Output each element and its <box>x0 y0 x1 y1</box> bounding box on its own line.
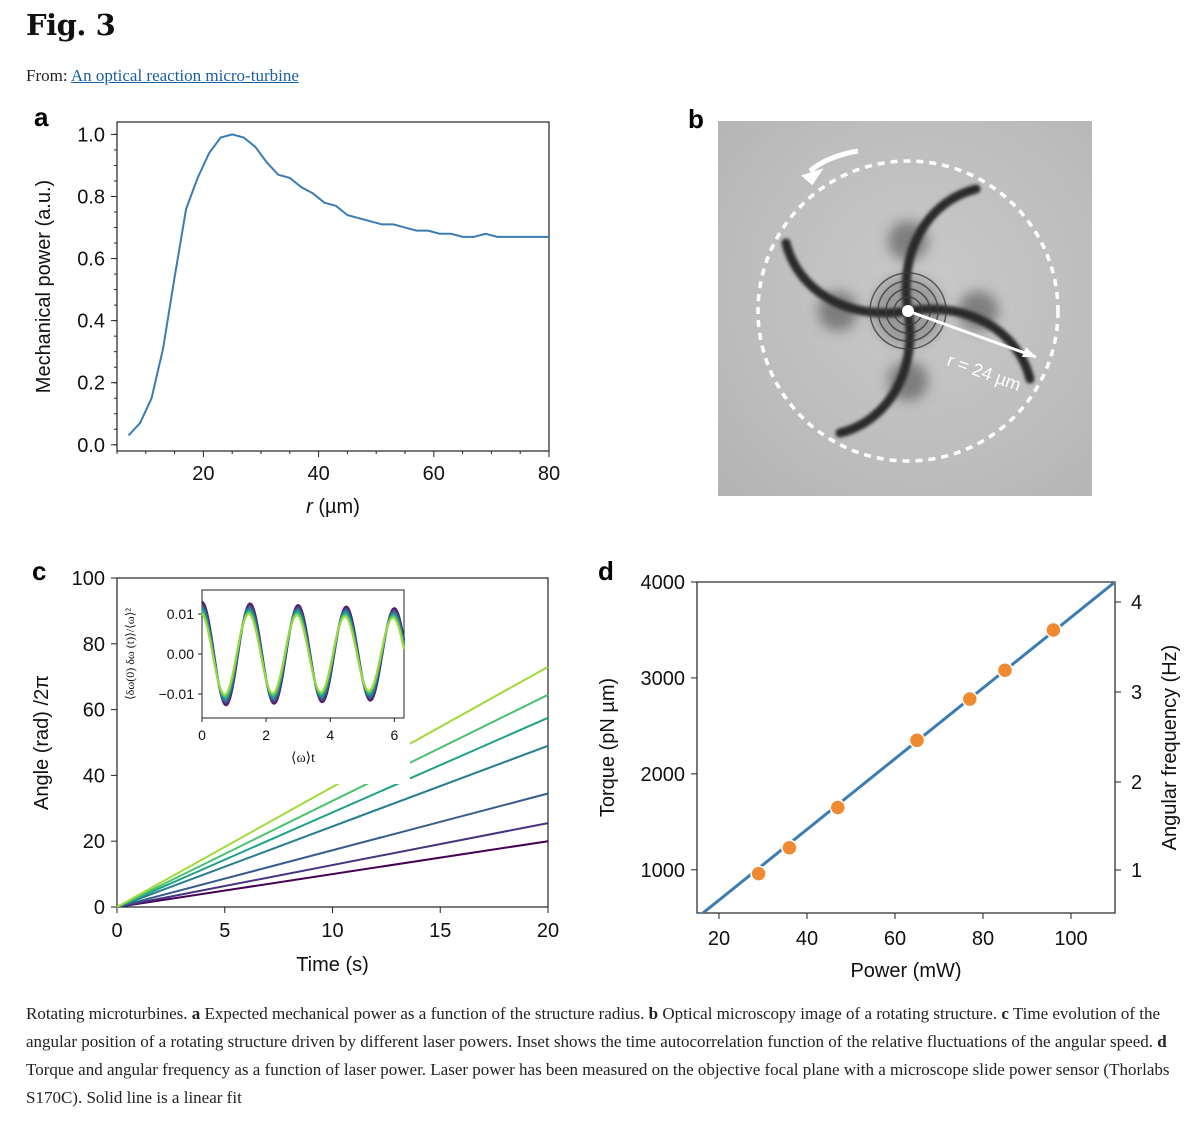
plot-frame <box>116 121 550 452</box>
right-y-tick-label: 2 <box>1131 772 1142 794</box>
caption-b-text: Optical microscopy image of a rotating s… <box>658 1004 1002 1023</box>
inset-x-tick-label: 6 <box>390 727 398 743</box>
x-tick-label: 80 <box>538 463 560 485</box>
x-axis-label-var: r <box>306 496 314 518</box>
linear-fit-line <box>700 582 1115 913</box>
angle-series-line <box>116 744 549 908</box>
x-tick-label: 20 <box>708 928 730 950</box>
right-y-tick-label: 4 <box>1131 592 1142 614</box>
panel-b-label: b <box>688 104 704 134</box>
right-y-axis-label: Angular frequency (Hz) <box>1159 645 1181 851</box>
y-tick-label: 0.2 <box>77 373 105 395</box>
panel-a-label: a <box>34 102 49 132</box>
microscopy-image: r = 24 µm <box>718 121 1092 496</box>
angle-series-line <box>116 716 549 908</box>
inset-y-tick-label: 0.01 <box>167 606 194 622</box>
x-tick-label: 20 <box>537 920 559 942</box>
torque-data-point <box>996 662 1014 679</box>
figure-panels: a b c d 20 40 60 800.00.20.40.60.81.0r (µm)… <box>31 102 1181 982</box>
y-tick-label: 40 <box>83 765 105 787</box>
inset-x-tick-label: 0 <box>198 727 206 743</box>
figure-caption: Rotating microturbines. a Expected mecha… <box>26 1000 1176 1112</box>
y-tick-label: 80 <box>83 634 105 656</box>
y-tick-label: 0.4 <box>77 311 105 333</box>
caption-c-text: Time evolution of the angular position o… <box>26 1004 1161 1051</box>
figure-title: Fig. 3 <box>26 8 116 42</box>
from-line: From: An optical reaction micro-turbine <box>26 66 299 86</box>
caption-intro: Rotating microturbines. <box>26 1004 192 1023</box>
article-link[interactable]: An optical reaction micro-turbine <box>70 66 299 85</box>
x-tick-label: 0 <box>111 920 122 942</box>
x-tick-label: 60 <box>423 463 445 485</box>
x-tick-label: 80 <box>972 928 994 950</box>
y-tick-label: 1000 <box>641 860 686 882</box>
chart-d: 20 40 60 80 100 1000 2000 3000 4000 1 2 3 4 Power (mW… <box>597 572 1181 982</box>
x-axis-label: Time (s) <box>296 954 369 976</box>
caption-a-text: Expected mechanical power as a function … <box>200 1004 649 1023</box>
x-tick-label: 40 <box>307 463 329 485</box>
panel-d-label: d <box>598 556 614 586</box>
x-tick-label: 15 <box>429 920 451 942</box>
inset-autocorrelation-curve <box>201 612 406 696</box>
torque-data-point <box>750 865 767 882</box>
y-tick-label: 3000 <box>641 668 686 690</box>
inset-x-tick-label: 4 <box>326 727 334 743</box>
panel-c-label: c <box>32 556 46 586</box>
inset-y-axis-label: ⟨δω(0) δω (t)⟩/⟨ω⟩² <box>123 608 137 700</box>
caption-d-text: Torque and angular frequency as a functi… <box>26 1060 1170 1107</box>
y-tick-label: 0 <box>94 897 105 919</box>
angle-series-line <box>116 693 549 908</box>
from-prefix: From: <box>26 66 71 85</box>
y-tick-label: 4000 <box>641 572 686 594</box>
caption-b-letter: b <box>648 1004 659 1023</box>
y-tick-label: 0.6 <box>77 249 105 271</box>
inset-x-axis-label: ⟨ω⟩t <box>291 751 315 766</box>
torque-data-point <box>961 690 979 708</box>
x-tick-label: 40 <box>796 928 818 950</box>
angle-series-line <box>116 840 549 908</box>
power-curve <box>127 133 549 437</box>
x-axis-label-unit: (µm) <box>313 496 360 518</box>
left-y-axis-label: Torque (pN µm) <box>597 678 619 817</box>
plot-frame <box>696 581 1116 914</box>
angle-series-line <box>116 822 549 908</box>
x-tick-label: 20 <box>192 463 214 485</box>
y-axis-label: Mechanical power (a.u.) <box>33 180 55 393</box>
inset-y-tick-label: 0.00 <box>167 646 194 662</box>
x-tick-label: 5 <box>219 920 230 942</box>
y-tick-label: 20 <box>83 831 105 853</box>
microturbine-picture: r = 24 µm <box>756 148 1060 463</box>
inset-x-tick-label: 2 <box>262 727 270 743</box>
torque-data-point <box>829 799 847 816</box>
caption-a-letter: a <box>191 1004 201 1023</box>
x-axis-label: r (µm) <box>306 496 360 518</box>
y-tick-label: 60 <box>83 700 105 722</box>
caption-d-letter: d <box>1157 1032 1167 1051</box>
angle-series-line <box>116 665 549 908</box>
right-y-tick-label: 1 <box>1131 860 1142 882</box>
torque-data-point <box>908 732 926 749</box>
chart-c-inset: 0 2 4 6 0.01 0.00 −0.01 ⟨ω⟩t ⟨δω(0) δω (t)⟩/⟨ω⟩² <box>123 584 410 784</box>
torque-data-point <box>1045 621 1062 639</box>
torque-data-point <box>781 839 798 857</box>
x-axis-label: Power (mW) <box>850 960 961 982</box>
right-y-tick-label: 3 <box>1131 682 1142 704</box>
x-tick-label: 10 <box>321 920 343 942</box>
angle-series-line <box>116 792 549 908</box>
y-tick-label: 0.0 <box>77 435 105 457</box>
y-tick-label: 2000 <box>641 764 686 786</box>
x-tick-label: 60 <box>884 928 906 950</box>
inset-y-tick-label: −0.01 <box>159 686 195 702</box>
y-tick-label: 100 <box>72 568 105 590</box>
y-axis-label: Angle (rad) /2π <box>31 675 53 810</box>
y-tick-label: 0.8 <box>77 186 105 208</box>
x-tick-label: 100 <box>1054 928 1087 950</box>
chart-a: 20 40 60 80 0.0 0.2 0.4 0.6 0.8 1.0 r (µm) Mechanic… <box>33 121 560 518</box>
y-tick-label: 1.0 <box>77 124 105 146</box>
caption-c-letter: c <box>1001 1004 1009 1023</box>
